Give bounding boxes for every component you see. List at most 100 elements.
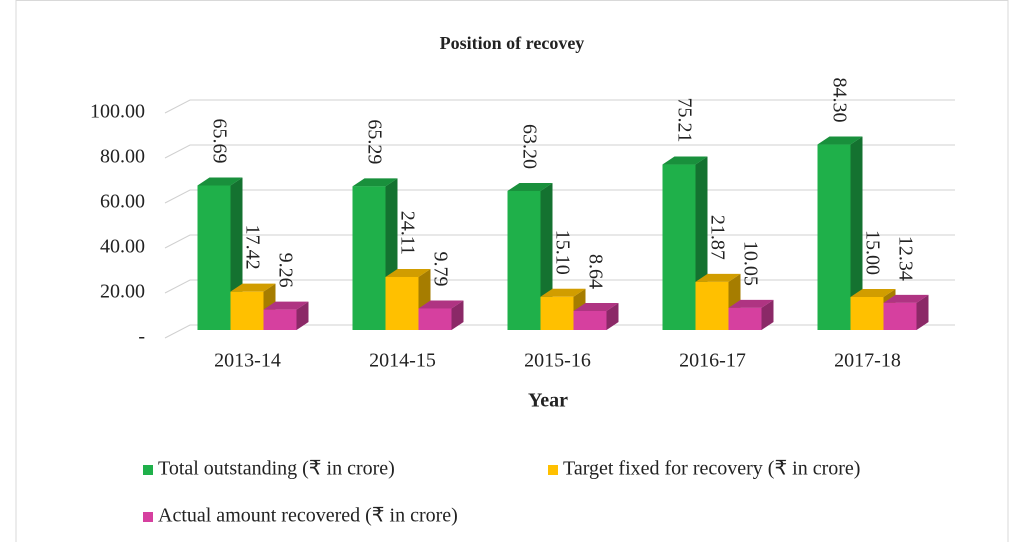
bar-front — [695, 281, 729, 330]
bar-front — [573, 310, 607, 330]
bar-front — [662, 164, 696, 330]
bar-side-shade — [761, 299, 774, 330]
legend-label: Target fixed for recovery (₹ in crore) — [563, 458, 860, 480]
data-label: 9.26 — [274, 253, 296, 288]
bar-top-shade — [883, 294, 929, 303]
bar-top-shade — [352, 178, 398, 187]
bar-side-shade — [296, 301, 309, 330]
legend-swatch — [548, 465, 558, 475]
bar-top-shade — [197, 177, 243, 186]
legend-swatch — [143, 465, 153, 475]
data-label: 8.64 — [584, 254, 606, 289]
x-tick-label: 2013-14 — [214, 350, 281, 372]
data-label: 65.29 — [363, 119, 385, 164]
bar-front — [197, 185, 231, 330]
bar — [817, 136, 863, 330]
bar-front — [540, 296, 574, 330]
data-label: 24.11 — [396, 211, 418, 255]
x-tick-label: 2014-15 — [369, 350, 436, 372]
bar — [507, 182, 553, 330]
bar-side — [451, 300, 464, 330]
bar-top — [385, 268, 431, 277]
bar-top-shade — [728, 299, 774, 308]
y-tick-label: 40.00 — [100, 236, 145, 258]
bar-top-shade — [385, 268, 431, 277]
y-tick-label: - — [138, 326, 145, 348]
bar-top — [883, 294, 929, 303]
x-tick-label: 2016-17 — [679, 350, 746, 372]
bar-top — [540, 288, 586, 297]
chart-title: Position of recovey — [440, 33, 585, 53]
bar-top-shade — [695, 273, 741, 282]
bar-top-shade — [850, 289, 896, 297]
bar-side-shade — [606, 302, 619, 330]
data-label: 75.21 — [673, 98, 695, 143]
bar — [573, 302, 619, 330]
y-tick-label: 100.00 — [90, 101, 145, 123]
legend-label: Actual amount recovered (₹ in crore) — [158, 505, 458, 527]
grid-line — [164, 99, 955, 114]
x-tick-label: 2015-16 — [524, 350, 591, 372]
bar-front — [418, 308, 452, 330]
bar-top — [263, 301, 309, 310]
bar-front — [385, 276, 419, 330]
bar-top-shade — [507, 182, 553, 191]
bar-side — [761, 299, 774, 330]
bar-front — [883, 302, 917, 330]
bar-side — [606, 302, 619, 330]
bar-side-shade — [916, 294, 929, 330]
bar-top — [418, 300, 464, 309]
bar-front — [817, 144, 851, 330]
data-label: 17.42 — [241, 225, 263, 270]
data-label: 84.30 — [828, 78, 850, 123]
bar — [728, 299, 774, 330]
bar-side — [916, 294, 929, 330]
bar-top — [230, 283, 276, 292]
bar-top-shade — [540, 288, 586, 297]
x-tick-label: 2017-18 — [834, 350, 901, 372]
bar-side-shade — [850, 136, 863, 330]
bar-top — [662, 156, 708, 165]
bar-side-shade — [451, 300, 464, 330]
bar-top-shade — [662, 156, 708, 165]
bar — [418, 300, 464, 330]
bar-front — [507, 190, 541, 330]
data-label: 65.69 — [208, 118, 230, 163]
bar-top — [352, 178, 398, 187]
grid-line — [164, 144, 955, 159]
legend-label: Total outstanding (₹ in crore) — [158, 458, 395, 480]
y-tick-label: 80.00 — [100, 146, 145, 168]
bar-front — [230, 291, 264, 330]
data-label: 12.34 — [894, 236, 916, 281]
bar-top — [197, 177, 243, 186]
bar-top — [817, 136, 863, 145]
bar-top — [850, 289, 896, 297]
y-tick-label: 60.00 — [100, 191, 145, 213]
legend-swatch — [143, 512, 153, 522]
bar-top — [573, 302, 619, 311]
data-label: 9.79 — [429, 251, 451, 286]
bar-front — [352, 186, 386, 330]
bar-top-shade — [263, 301, 309, 310]
data-label: 15.00 — [861, 230, 883, 275]
bar — [883, 294, 929, 330]
bar-top — [507, 182, 553, 191]
bar — [263, 301, 309, 330]
bar-front — [850, 297, 884, 330]
y-tick-label: 20.00 — [100, 281, 145, 303]
bar — [662, 156, 708, 330]
data-label: 15.10 — [551, 230, 573, 275]
x-axis-title: Year — [528, 390, 568, 412]
data-label: 10.05 — [739, 241, 761, 286]
bar-side — [850, 136, 863, 330]
bar-top — [728, 299, 774, 308]
bar-top-shade — [230, 283, 276, 292]
data-label: 63.20 — [518, 124, 540, 169]
bar-front — [728, 307, 762, 330]
bar-side — [296, 301, 309, 330]
bar-top — [695, 273, 741, 282]
bar-top-shade — [573, 302, 619, 311]
bar-top-shade — [418, 300, 464, 309]
bar-top-shade — [817, 136, 863, 145]
